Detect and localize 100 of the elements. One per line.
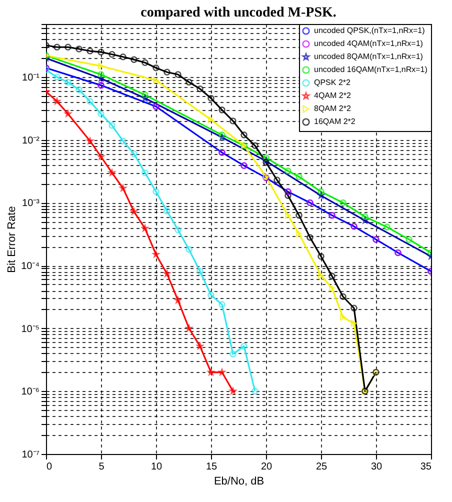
point [218,301,226,308]
y-tick-label: 10⁻² [22,135,40,146]
point [252,142,258,150]
point [108,122,116,129]
legend-label: 4QAM 2*2 [314,91,352,100]
x-tick-label: 5 [98,462,105,472]
point [362,213,368,220]
point [76,46,82,52]
point [208,94,214,102]
legend-label: uncoded 16QAM(nTx=1,nRx=1) [314,65,428,74]
point [164,270,170,277]
point [340,314,346,321]
point [328,284,336,292]
point [174,226,182,234]
point [98,153,104,160]
point [86,48,94,54]
point [240,342,248,350]
point [164,68,170,76]
legend-label: 16QAM 2*2 [314,117,356,126]
point [318,252,324,260]
point [98,110,104,118]
point [142,94,148,102]
point [142,169,148,176]
point [164,208,170,214]
point [152,76,160,84]
point [174,296,182,304]
legend-label: QPSK 2*2 [314,78,352,87]
x-tick-label: 20 [260,462,272,472]
point [142,59,148,66]
point [296,230,302,238]
point [318,272,324,280]
point [230,118,236,124]
point [186,246,192,253]
point [98,48,104,56]
point [186,324,192,332]
point [284,168,292,174]
x-tick-label: 0 [46,462,52,472]
legend-label: 8QAM 2*2 [314,104,352,113]
point [262,154,270,162]
y-tick-label: 10⁻⁵ [21,324,40,335]
point [218,132,226,138]
point [318,188,324,196]
point [76,86,82,94]
x-tick-label: 25 [316,462,328,472]
point [64,44,72,50]
point [174,71,182,78]
point [218,106,226,114]
point [218,368,226,376]
point [208,368,214,376]
point [196,268,204,275]
point [296,212,302,219]
point [406,236,412,243]
point [64,110,72,117]
y-tick-label: 10⁻⁴ [21,261,40,272]
point [120,53,126,60]
point [230,350,236,358]
point [108,50,116,58]
y-axis-title: Bit Error Rate [6,206,18,273]
point [350,304,358,312]
x-tick-label: 15 [206,462,218,472]
point [208,116,214,124]
point [296,173,302,180]
point [152,188,160,196]
point [262,158,270,166]
y-tick-label: 10⁻³ [22,198,40,210]
point [306,234,314,241]
point [340,293,346,300]
point [384,224,390,230]
point [196,85,204,92]
point [208,292,214,298]
x-tick-label: 35 [420,462,432,472]
point [130,150,138,158]
point [120,184,126,192]
point [98,62,104,70]
point [350,320,358,327]
x-tick-label: 10 [150,462,162,472]
x-axis-title: Eb/No, dB [214,476,264,488]
point [142,92,148,98]
point [284,212,292,219]
point [240,132,248,138]
point [186,78,192,86]
point [54,44,60,50]
point [120,138,126,144]
point [340,199,346,206]
point [98,71,104,78]
point [328,272,336,280]
point [130,56,138,63]
point [284,192,292,199]
point [196,342,204,350]
point [54,74,60,80]
point [86,98,94,105]
point [108,169,116,176]
y-tick-label: 10⁻¹ [22,72,40,84]
point [64,78,72,86]
y-tick-label: 10⁻⁷ [22,450,40,460]
y-tick-label: 10⁻⁶ [21,386,40,398]
legend-label: uncoded QPSK,(nTx=1,nRx=1) [314,26,426,35]
legend-label: uncoded 8QAM(nTx=1,nRx=1) [314,52,424,61]
point [274,176,280,184]
x-tick-label: 30 [370,462,382,472]
